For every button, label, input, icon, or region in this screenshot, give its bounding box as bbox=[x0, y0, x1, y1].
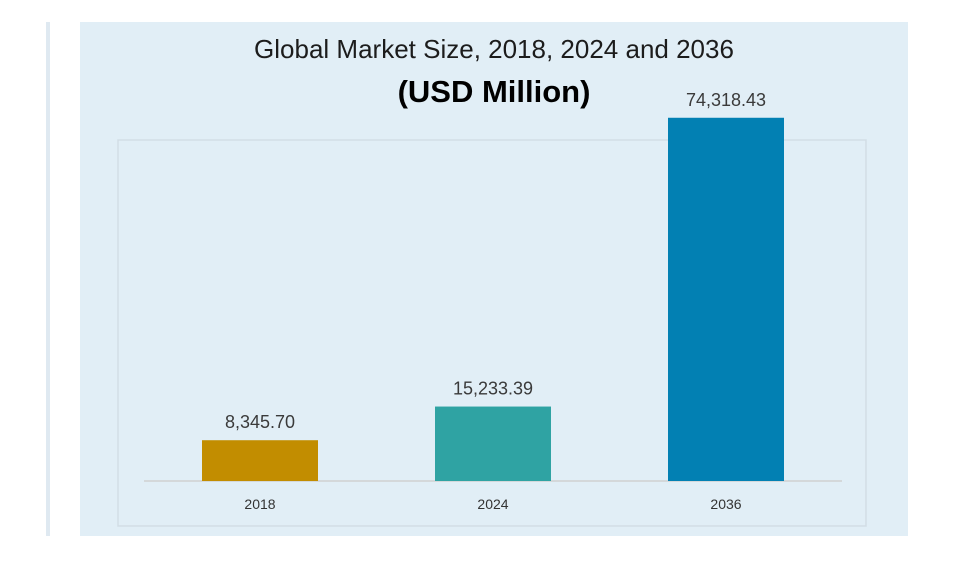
left-accent-bar bbox=[46, 22, 50, 536]
bar-chart: 8,345.70 15,233.39 74,318.43 2018 2024 2036 bbox=[117, 90, 867, 527]
bar-2036 bbox=[668, 117, 784, 481]
tick-label-2036: 2036 bbox=[710, 496, 741, 512]
data-labels-group: 8,345.70 15,233.39 74,318.43 bbox=[225, 90, 766, 432]
chart-panel: Global Market Size, 2018, 2024 and 2036 … bbox=[80, 22, 908, 536]
data-label-2018: 8,345.70 bbox=[225, 412, 295, 432]
data-label-2024: 15,233.39 bbox=[453, 379, 533, 399]
bar-2024 bbox=[435, 406, 551, 481]
tick-label-2018: 2018 bbox=[244, 496, 275, 512]
bar-2018 bbox=[202, 440, 318, 481]
data-label-2036: 74,318.43 bbox=[686, 90, 766, 110]
chart-title: Global Market Size, 2018, 2024 and 2036 bbox=[254, 34, 734, 64]
chart-subtitle: (USD Million) bbox=[397, 74, 591, 109]
tick-label-2024: 2024 bbox=[477, 496, 508, 512]
bars-group bbox=[202, 117, 784, 481]
tick-labels-group: 2018 2024 2036 bbox=[244, 496, 741, 512]
